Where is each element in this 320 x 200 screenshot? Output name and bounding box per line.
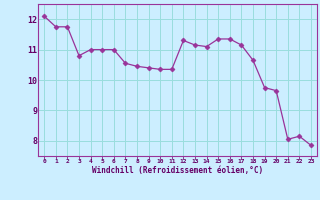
X-axis label: Windchill (Refroidissement éolien,°C): Windchill (Refroidissement éolien,°C) (92, 166, 263, 175)
